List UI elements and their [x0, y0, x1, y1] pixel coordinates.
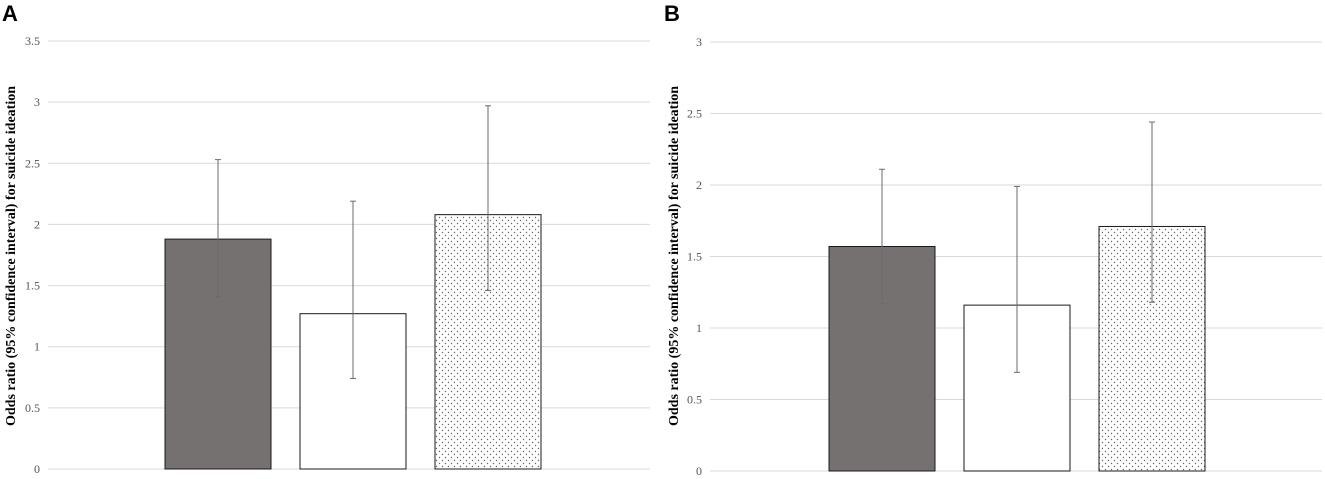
error-bars-b: [879, 121, 1155, 373]
y-tick-label: 0.5: [25, 401, 40, 415]
error-bar-1: [879, 168, 885, 305]
error-bar-3: [485, 105, 491, 291]
panel-a: A Odds ratio (95% confidence interval) f…: [2, 1, 650, 476]
y-tick-label: 2: [696, 178, 702, 192]
y-tick-label: 2: [34, 217, 40, 231]
error-bar-2: [1014, 185, 1020, 373]
y-tick-label: 2.5: [25, 156, 40, 170]
error-bars-a: [215, 105, 491, 380]
y-tick-label: 1: [696, 321, 702, 335]
panel-label-b: B: [664, 1, 680, 26]
y-tick-label: 1: [34, 340, 40, 354]
panel-label-a: A: [2, 1, 18, 26]
y-tick-label: 0: [34, 462, 40, 476]
error-bar-3: [1149, 121, 1155, 303]
error-bar-1: [215, 159, 221, 298]
y-tick-label: 3: [34, 95, 40, 109]
y-ticks-a: 0 0.5 1 1.5 2 2.5 3 3.5: [25, 34, 40, 476]
y-ticks-b: 0 0.5 1 1.5 2 2.5 3: [687, 35, 702, 478]
y-axis-label-a: Odds ratio (95% confidence interval) for…: [4, 86, 19, 426]
y-axis-label-b: Odds ratio (95% confidence interval) for…: [667, 86, 682, 426]
y-tick-label: 3: [696, 35, 702, 49]
panel-b: B Odds ratio (95% confidence interval) f…: [664, 1, 1322, 478]
error-bar-2: [350, 200, 356, 380]
y-tick-label: 3.5: [25, 34, 40, 48]
y-tick-label: 0: [696, 464, 702, 478]
y-tick-label: 1.5: [687, 250, 702, 264]
y-tick-label: 1.5: [25, 279, 40, 293]
y-tick-label: 0.5: [687, 393, 702, 407]
y-tick-label: 2.5: [687, 107, 702, 121]
